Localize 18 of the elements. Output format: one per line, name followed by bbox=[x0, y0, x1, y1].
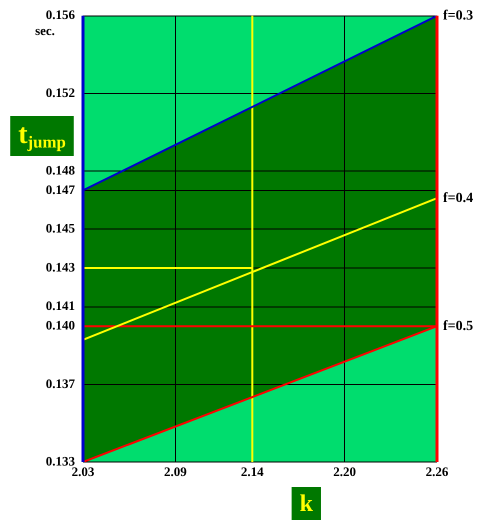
y-tick-label: 0.152 bbox=[46, 84, 75, 100]
series-label: f=0.5 bbox=[443, 318, 474, 334]
y-tick-label: 0.140 bbox=[46, 318, 75, 333]
x-axis-title: k bbox=[300, 491, 314, 518]
y-tick-label: 0.156 bbox=[46, 7, 76, 22]
y-tick-label: 0.147 bbox=[46, 182, 76, 197]
x-tick-label: 2.14 bbox=[240, 464, 264, 480]
y-tick-label: 0.143 bbox=[46, 259, 76, 274]
x-tick-label: 2.26 bbox=[426, 464, 449, 480]
y-tick-label: 0.137 bbox=[46, 376, 76, 391]
x-tick-label: 2.09 bbox=[164, 464, 188, 480]
series-label: f=0.3 bbox=[443, 8, 474, 24]
text: sec. bbox=[35, 23, 55, 38]
y-tick-label: 0.141 bbox=[46, 298, 75, 314]
y-tick-label: 0.145 bbox=[46, 220, 76, 236]
series-label: f=0.4 bbox=[443, 190, 474, 206]
x-tick-label: 2.20 bbox=[333, 464, 356, 480]
y-tick-label: 0.148 bbox=[46, 162, 76, 178]
